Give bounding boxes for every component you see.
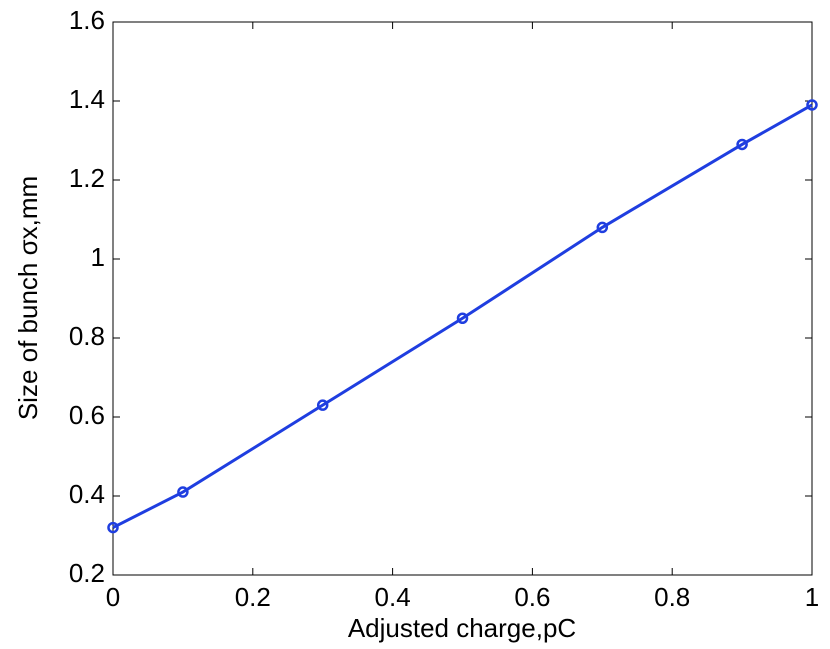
point-marker xyxy=(456,312,469,324)
point-marker xyxy=(806,99,818,111)
x-tick-label: 0.4 xyxy=(375,582,411,612)
point-marker xyxy=(107,521,119,534)
x-tick-label: 0.6 xyxy=(514,582,550,612)
y-tick-label: 1.4 xyxy=(69,84,105,114)
point-marker xyxy=(316,399,329,411)
y-tick-label: 0.2 xyxy=(69,558,105,588)
x-tick-label: 0 xyxy=(106,582,120,612)
series-line xyxy=(112,103,813,529)
y-tick-label: 1.2 xyxy=(69,163,105,193)
y-tick-label: 0.6 xyxy=(69,400,105,430)
y-tick-label: 0.8 xyxy=(69,321,105,351)
plot-frame xyxy=(112,21,813,576)
y-tick-label: 1 xyxy=(91,242,105,272)
point-marker xyxy=(736,138,748,151)
x-tick-label: 0.8 xyxy=(654,582,690,612)
x-tick-label: 1 xyxy=(805,582,819,612)
y-axis-label: Size of bunch σx,mm xyxy=(13,176,43,420)
y-tick-label: 0.4 xyxy=(69,479,105,509)
x-tick-label: 0.2 xyxy=(235,582,271,612)
point-marker xyxy=(177,486,189,498)
y-tick-label: 1.6 xyxy=(69,5,105,35)
x-axis-label: Adjusted charge,pC xyxy=(348,613,576,643)
point-marker xyxy=(596,221,609,234)
